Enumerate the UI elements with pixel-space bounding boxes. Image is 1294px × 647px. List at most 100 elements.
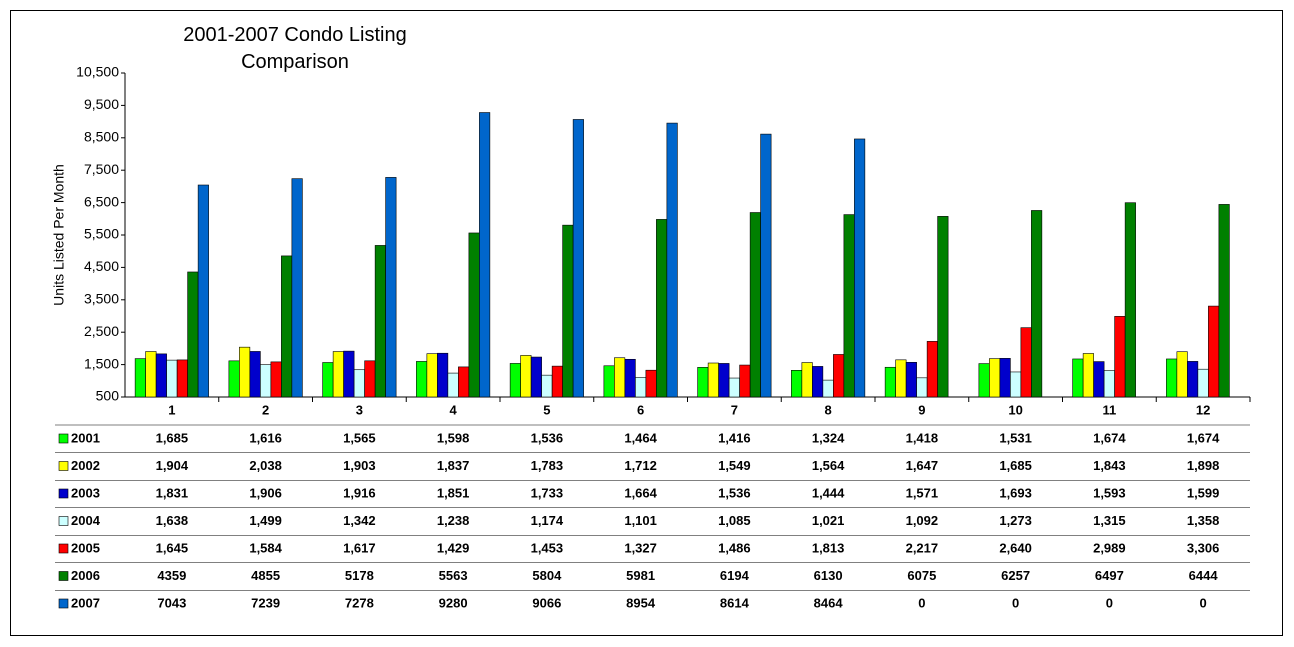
table-cell: 4359: [157, 568, 186, 583]
table-cell: 1,584: [249, 540, 282, 555]
bar: [1093, 361, 1105, 398]
bar: [916, 377, 928, 398]
bar: [801, 362, 813, 398]
legend-label: 2002: [71, 458, 100, 473]
table-cell: 1,549: [718, 458, 751, 473]
table-cell: 6497: [1095, 568, 1124, 583]
bar: [322, 362, 334, 398]
bar: [884, 366, 896, 398]
table-cell: 1,571: [906, 485, 939, 500]
bar: [176, 359, 188, 398]
x-tick-label: 12: [1196, 402, 1210, 417]
bar: [697, 367, 709, 398]
table-cell: 5563: [439, 568, 468, 583]
bar: [854, 138, 866, 398]
table-cell: 1,851: [437, 485, 470, 500]
bar: [562, 224, 574, 398]
bar: [353, 369, 365, 398]
table-cell: 1,616: [249, 430, 282, 445]
table-cell: 1,342: [343, 513, 376, 528]
bar: [332, 351, 344, 398]
table-cell: 1,273: [999, 513, 1032, 528]
table-cell: 7239: [251, 595, 280, 610]
legend-label: 2006: [71, 568, 100, 583]
table-cell: 1,315: [1093, 513, 1126, 528]
legend-key: [58, 433, 69, 444]
table-cell: 1,598: [437, 430, 470, 445]
bar: [739, 364, 751, 398]
y-tick-label: 2,500: [84, 323, 119, 339]
legend-key: [58, 598, 69, 609]
table-cell: 1,453: [531, 540, 564, 555]
table-cell: 6194: [720, 568, 750, 583]
y-tick-label: 7,500: [84, 161, 119, 177]
table-cell: 5178: [345, 568, 374, 583]
bar: [614, 357, 626, 398]
x-tick-label: 3: [356, 402, 363, 417]
table-cell: 1,429: [437, 540, 470, 555]
bar: [1176, 351, 1188, 398]
legend-key: [58, 488, 69, 499]
bar: [1020, 327, 1032, 398]
bar: [1114, 316, 1126, 398]
legend-key: [58, 516, 69, 526]
x-tick-label: 2: [262, 402, 269, 417]
x-tick-label: 10: [1008, 402, 1022, 417]
table-cell: 1,664: [624, 485, 657, 500]
bar: [270, 361, 282, 398]
table-cell: 5804: [532, 568, 562, 583]
table-cell: 6130: [814, 568, 843, 583]
bar: [364, 360, 376, 398]
y-tick-label: 500: [96, 388, 120, 404]
legend-label: 2005: [71, 540, 100, 555]
x-tick-label: 9: [918, 402, 925, 417]
bar: [791, 370, 803, 398]
table-cell: 1,617: [343, 540, 376, 555]
table-cell: 1,916: [343, 485, 376, 500]
table-cell: 3,306: [1187, 540, 1220, 555]
bar: [447, 372, 459, 398]
table-cell: 1,418: [906, 430, 939, 445]
table-cell: 1,813: [812, 540, 845, 555]
chart-border: [10, 10, 1283, 636]
legend-label: 2003: [71, 485, 100, 500]
table-cell: 8954: [626, 595, 656, 610]
bar: [343, 350, 355, 398]
bar: [666, 122, 678, 398]
bar: [572, 119, 584, 398]
x-tick-label: 1: [168, 402, 175, 417]
bar: [707, 362, 719, 398]
table-cell: 1,843: [1093, 458, 1126, 473]
bar: [187, 271, 199, 398]
chart-title: 2001-2007 Condo Listing Comparison: [183, 24, 407, 73]
bar: [999, 358, 1011, 398]
bar: [468, 232, 480, 398]
bar: [978, 363, 990, 398]
table-cell: 7043: [157, 595, 186, 610]
table-cell: 1,564: [812, 458, 845, 473]
bar: [551, 365, 563, 398]
table-cell: 1,693: [999, 485, 1032, 500]
bar: [134, 358, 146, 398]
table-cell: 6257: [1001, 568, 1030, 583]
bar: [541, 374, 553, 398]
bar: [989, 358, 1001, 398]
bar: [905, 361, 917, 398]
bar: [1082, 353, 1094, 398]
table-cell: 1,565: [343, 430, 376, 445]
bar: [895, 359, 907, 398]
bar: [812, 366, 824, 398]
bar: [822, 379, 834, 398]
y-tick-label: 6,500: [84, 193, 119, 209]
x-tick-label: 5: [543, 402, 550, 417]
table-cell: 1,416: [718, 430, 751, 445]
bar: [228, 360, 240, 398]
y-axis-label: Units Listed Per Month: [51, 164, 67, 306]
bar: [1103, 370, 1115, 398]
table-cell: 1,092: [906, 513, 939, 528]
bar: [520, 355, 532, 398]
bar: [635, 377, 647, 398]
bar: [760, 133, 772, 398]
table-cell: 2,989: [1093, 540, 1126, 555]
